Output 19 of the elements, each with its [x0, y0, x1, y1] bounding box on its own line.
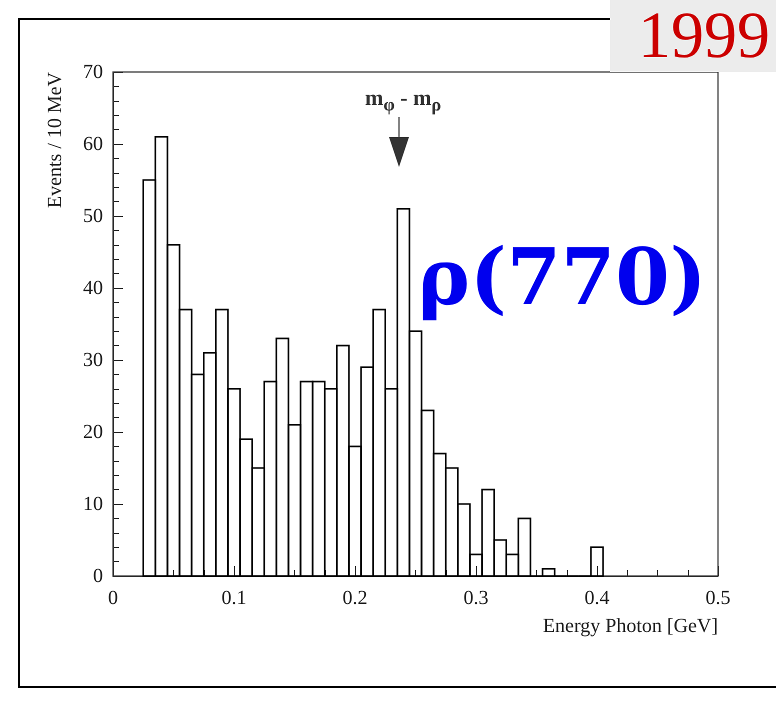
y-axis-title: Events / 10 MeV — [44, 71, 66, 208]
x-tick-label: 0.2 — [342, 587, 368, 609]
x-tick-label: 0.4 — [584, 587, 610, 609]
x-tick-label: 0.1 — [222, 587, 246, 609]
annotation: ρ(770) — [418, 232, 707, 323]
text: 1999 — [610, 0, 776, 72]
y-tick-label: 0 — [93, 565, 103, 587]
y-tick-label: 50 — [83, 205, 103, 227]
x-tick-label: 0.3 — [464, 587, 488, 609]
x-axis-title: Energy Photon [GeV] — [542, 615, 718, 637]
y-tick-label: 30 — [83, 349, 103, 371]
y-tick-label: 40 — [83, 277, 103, 299]
x-tick-label: 0 — [108, 587, 118, 609]
annotation: m$_{φ}$ - m$_{ρ}$ — [365, 85, 442, 116]
y-tick-label: 60 — [83, 133, 103, 155]
y-tick-label: 10 — [83, 493, 103, 515]
x-tick-label: 0.5 — [706, 587, 730, 609]
y-tick-label: 70 — [83, 61, 103, 83]
y-tick-label: 20 — [83, 421, 103, 443]
